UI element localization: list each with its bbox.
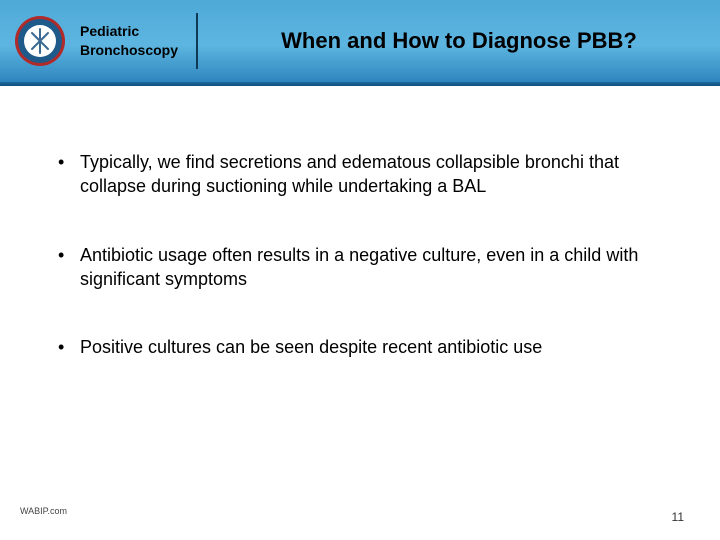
header-subtitle: Pediatric Bronchoscopy [80, 22, 196, 60]
page-number: 11 [672, 510, 684, 524]
bullet-item: Typically, we find secretions and edemat… [54, 150, 666, 199]
slide: Pediatric Bronchoscopy When and How to D… [0, 0, 720, 540]
logo [14, 15, 66, 67]
slide-title: When and How to Diagnose PBB? [198, 28, 720, 54]
footer-source: WABIP.com [20, 506, 67, 516]
bullet-list: Typically, we find secretions and edemat… [54, 150, 666, 359]
subtitle-line2: Bronchoscopy [80, 41, 178, 60]
bullet-item: Antibiotic usage often results in a nega… [54, 243, 666, 292]
body-content: Typically, we find secretions and edemat… [54, 150, 666, 403]
logo-svg [14, 15, 66, 67]
header-bar: Pediatric Bronchoscopy When and How to D… [0, 0, 720, 82]
bullet-item: Positive cultures can be seen despite re… [54, 335, 666, 359]
header-underline [0, 82, 720, 86]
subtitle-line1: Pediatric [80, 22, 178, 41]
